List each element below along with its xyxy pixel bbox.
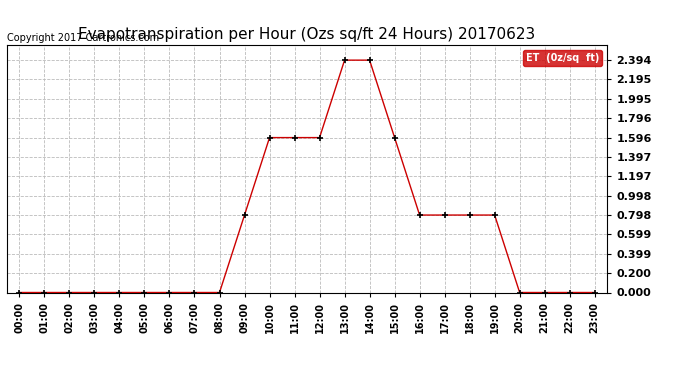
Text: Copyright 2017 Cartronics.com: Copyright 2017 Cartronics.com (7, 33, 159, 42)
Title: Evapotranspiration per Hour (Ozs sq/ft 24 Hours) 20170623: Evapotranspiration per Hour (Ozs sq/ft 2… (79, 27, 535, 42)
Legend: ET  (0z/sq  ft): ET (0z/sq ft) (523, 50, 602, 66)
